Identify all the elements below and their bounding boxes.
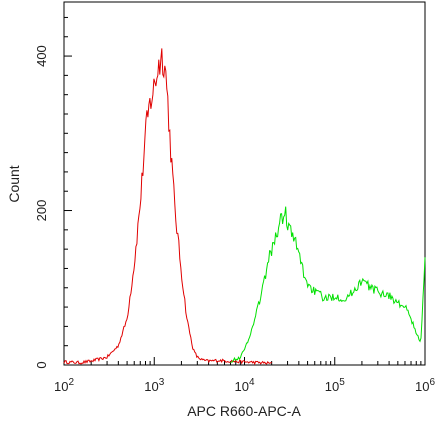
series-layer bbox=[63, 48, 426, 366]
x-tick-label: 103 bbox=[144, 377, 164, 394]
histogram-series-2 bbox=[230, 206, 426, 363]
x-axis-ticks: 102 103 104 105 106 bbox=[54, 357, 435, 394]
plot-frame bbox=[63, 1, 426, 366]
x-tick-label: 106 bbox=[415, 377, 435, 394]
y-tick-label: 400 bbox=[34, 45, 49, 67]
x-tick-label: 102 bbox=[54, 377, 74, 394]
x-tick-label: 105 bbox=[325, 377, 345, 394]
y-tick-label: 200 bbox=[34, 200, 49, 222]
x-axis-title: APC R660-APC-A bbox=[187, 403, 301, 419]
y-tick-label: 0 bbox=[34, 361, 49, 368]
x-tick-label: 104 bbox=[234, 377, 254, 394]
y-axis-ticks: 0 200 400 bbox=[34, 16, 72, 369]
y-axis-title: Count bbox=[6, 165, 22, 202]
histogram-series-1 bbox=[63, 48, 272, 366]
